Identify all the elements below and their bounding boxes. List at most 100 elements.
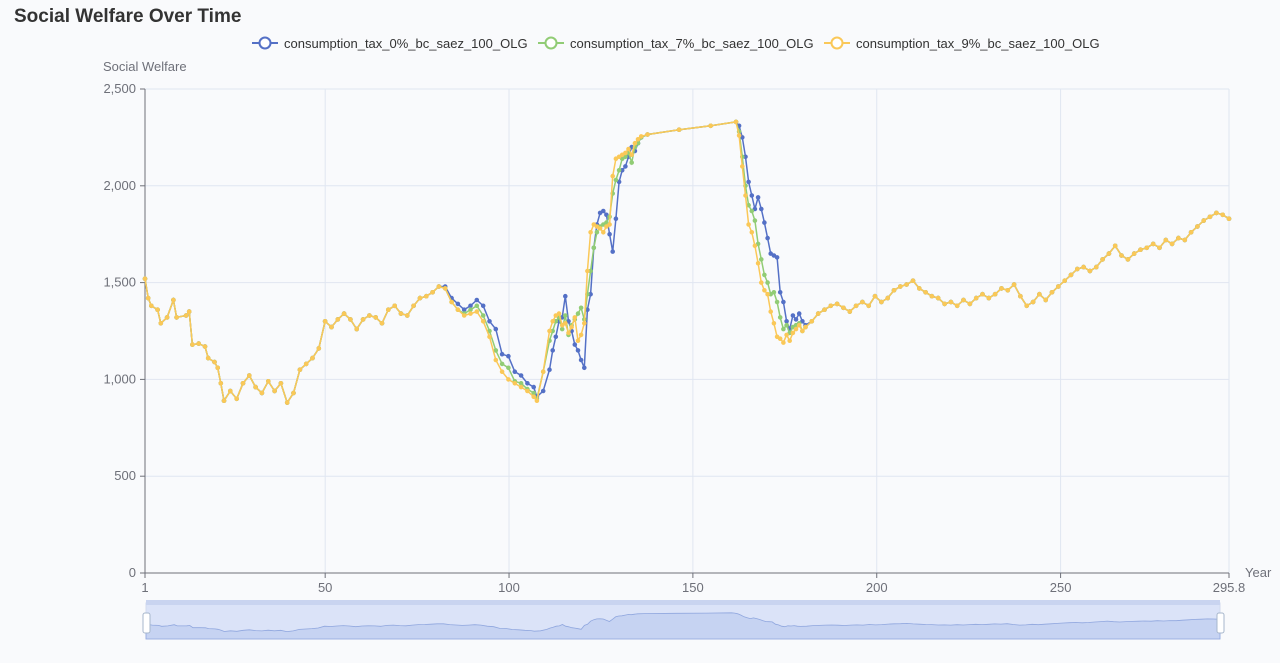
data-point [1207, 214, 1213, 220]
data-point [755, 260, 761, 266]
data-point [493, 357, 499, 363]
data-point [436, 284, 442, 289]
data-point [800, 319, 805, 324]
x-tick-label: 295.8 [1213, 580, 1246, 595]
data-point [253, 384, 258, 390]
data-point [961, 297, 966, 303]
data-point [582, 321, 587, 326]
x-axis-label: Year [1245, 565, 1272, 580]
data-point [322, 319, 328, 324]
data-point [872, 293, 878, 299]
data-point [733, 119, 739, 125]
data-point [572, 315, 578, 320]
data-point [746, 179, 751, 185]
data-point [790, 313, 796, 318]
data-point [174, 315, 179, 320]
data-point [1195, 224, 1200, 229]
data-point [547, 328, 552, 334]
data-point [215, 365, 220, 371]
data-point [578, 332, 584, 338]
data-zoom-slider[interactable] [142, 600, 1225, 640]
data-point [212, 359, 217, 365]
data-point [145, 295, 151, 301]
y-tick-label: 2,500 [103, 81, 136, 96]
data-point [240, 381, 246, 386]
data-point [582, 365, 587, 371]
data-point [986, 295, 992, 301]
data-point [765, 280, 770, 285]
x-tick-label: 250 [1050, 580, 1072, 595]
data-point [348, 317, 353, 322]
data-point [781, 340, 786, 345]
data-point [1094, 264, 1099, 270]
data-point [493, 326, 499, 332]
data-point [885, 295, 891, 301]
data-point [1226, 216, 1232, 221]
data-point [272, 388, 277, 394]
legend-item[interactable]: consumption_tax_7%_bc_saez_100_OLG [538, 34, 814, 52]
data-point [793, 317, 799, 322]
data-point [967, 301, 973, 307]
zoom-handle-left[interactable] [142, 612, 151, 634]
data-point [553, 334, 559, 340]
data-point [752, 206, 758, 212]
data-point [749, 230, 755, 235]
data-point [755, 195, 761, 200]
data-point [597, 210, 603, 216]
data-point [499, 351, 505, 357]
data-point [752, 218, 758, 223]
data-point [759, 206, 764, 212]
data-point [556, 311, 562, 316]
data-point [771, 290, 777, 295]
data-point [512, 381, 518, 386]
data-point [604, 212, 609, 218]
data-point [218, 381, 224, 386]
data-point [613, 177, 619, 183]
chart-title: Social Welfare Over Time [14, 6, 242, 27]
data-point [777, 315, 783, 320]
data-point [594, 230, 600, 235]
data-point [525, 381, 530, 386]
data-point [645, 132, 650, 137]
data-point [765, 235, 770, 241]
data-point [563, 293, 568, 299]
data-point [518, 373, 524, 378]
data-point [815, 311, 821, 316]
data-point [553, 313, 559, 318]
data-point [1049, 290, 1055, 295]
data-point [247, 373, 252, 378]
data-point [613, 216, 619, 221]
data-point [790, 324, 796, 330]
data-point [774, 255, 780, 260]
data-point [1201, 218, 1206, 223]
data-point [164, 315, 170, 320]
data-point [796, 311, 802, 316]
data-point [755, 241, 761, 247]
data-point [777, 290, 783, 295]
legend-item[interactable]: consumption_tax_9%_bc_saez_100_OLG [824, 34, 1100, 52]
data-point [847, 309, 853, 314]
data-point [708, 123, 714, 129]
legend-item[interactable]: consumption_tax_0%_bc_saez_100_OLG [252, 34, 528, 52]
data-point [487, 319, 492, 324]
zoom-handle-right[interactable] [1216, 612, 1225, 634]
data-point [740, 164, 745, 169]
data-point [1157, 245, 1162, 251]
data-point [474, 297, 480, 303]
data-point [1131, 251, 1137, 256]
data-point [866, 303, 872, 309]
data-point [525, 388, 530, 394]
data-point [563, 313, 568, 318]
data-point [468, 307, 473, 313]
data-point [455, 301, 461, 307]
data-point [559, 326, 565, 332]
data-point [762, 272, 767, 278]
series-2 [142, 119, 1232, 405]
data-point [142, 276, 148, 282]
chart-legend: consumption_tax_0%_bc_saez_100_OLG consum… [0, 34, 1280, 52]
data-point [1005, 288, 1011, 293]
data-point [1220, 212, 1225, 218]
data-point [910, 278, 916, 284]
data-point [746, 222, 751, 227]
